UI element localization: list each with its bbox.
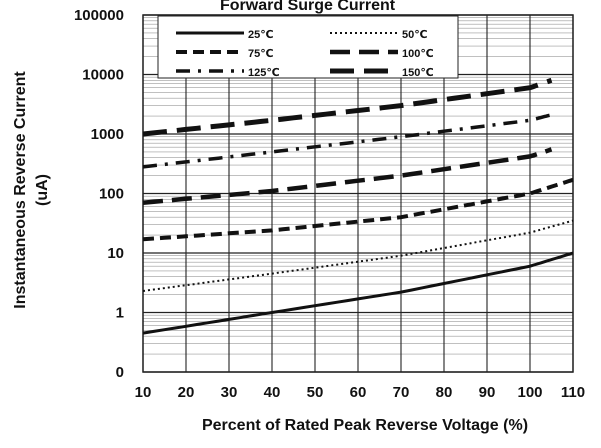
y-tick-label: 1 [116, 305, 124, 322]
legend-label: 75℃ [248, 48, 274, 60]
legend-label: 50℃ [402, 29, 428, 41]
x-tick-label: 70 [393, 384, 410, 401]
legend-box [157, 15, 459, 79]
y-tick-label: 100000 [74, 7, 124, 24]
plot-frame [142, 14, 574, 373]
chart-title: Forward Surge Current [220, 0, 396, 14]
x-tick-label: 40 [264, 384, 281, 401]
y-tick-labels: 0 1 10 100 1000 10000 100000 [74, 7, 124, 381]
y-tick-label: 10000 [82, 67, 124, 84]
y-tick-label: 10 [107, 245, 124, 262]
x-tick-label: 10 [135, 384, 152, 401]
series-line-1 [142, 219, 574, 292]
x-tick-label: 100 [517, 384, 542, 401]
legend-label: 25℃ [248, 29, 274, 41]
series-lines [142, 77, 574, 335]
y-tick-label: 100 [99, 186, 124, 203]
x-tick-label: 110 [561, 384, 585, 401]
series-line-2 [142, 177, 574, 242]
legend-label: 150℃ [402, 67, 434, 79]
y-tick-label: 0 [116, 364, 124, 381]
x-tick-labels: 10 20 30 40 50 60 70 80 90 100 110 [135, 384, 585, 401]
legend-label: 125℃ [248, 67, 280, 79]
x-tick-label: 80 [436, 384, 453, 401]
series-line-4 [142, 113, 552, 169]
y-axis-title: Instantaneous Reverse Current [12, 71, 29, 309]
series-line-0 [142, 251, 574, 335]
y-tick-label: 1000 [91, 126, 124, 143]
x-tick-label: 30 [221, 384, 238, 401]
x-tick-label: 20 [178, 384, 195, 401]
legend-label: 100℃ [402, 48, 434, 60]
y-axis-unit: (uA) [34, 174, 51, 206]
x-tick-label: 50 [307, 384, 324, 401]
x-axis-title: Percent of Rated Peak Reverse Voltage (%… [202, 417, 528, 434]
x-tick-label: 90 [479, 384, 496, 401]
legend: 25℃ 50℃ 75℃ 100℃ 125℃ 150℃ [157, 15, 459, 79]
series-line-5 [142, 77, 553, 137]
x-tick-label: 60 [350, 384, 367, 401]
